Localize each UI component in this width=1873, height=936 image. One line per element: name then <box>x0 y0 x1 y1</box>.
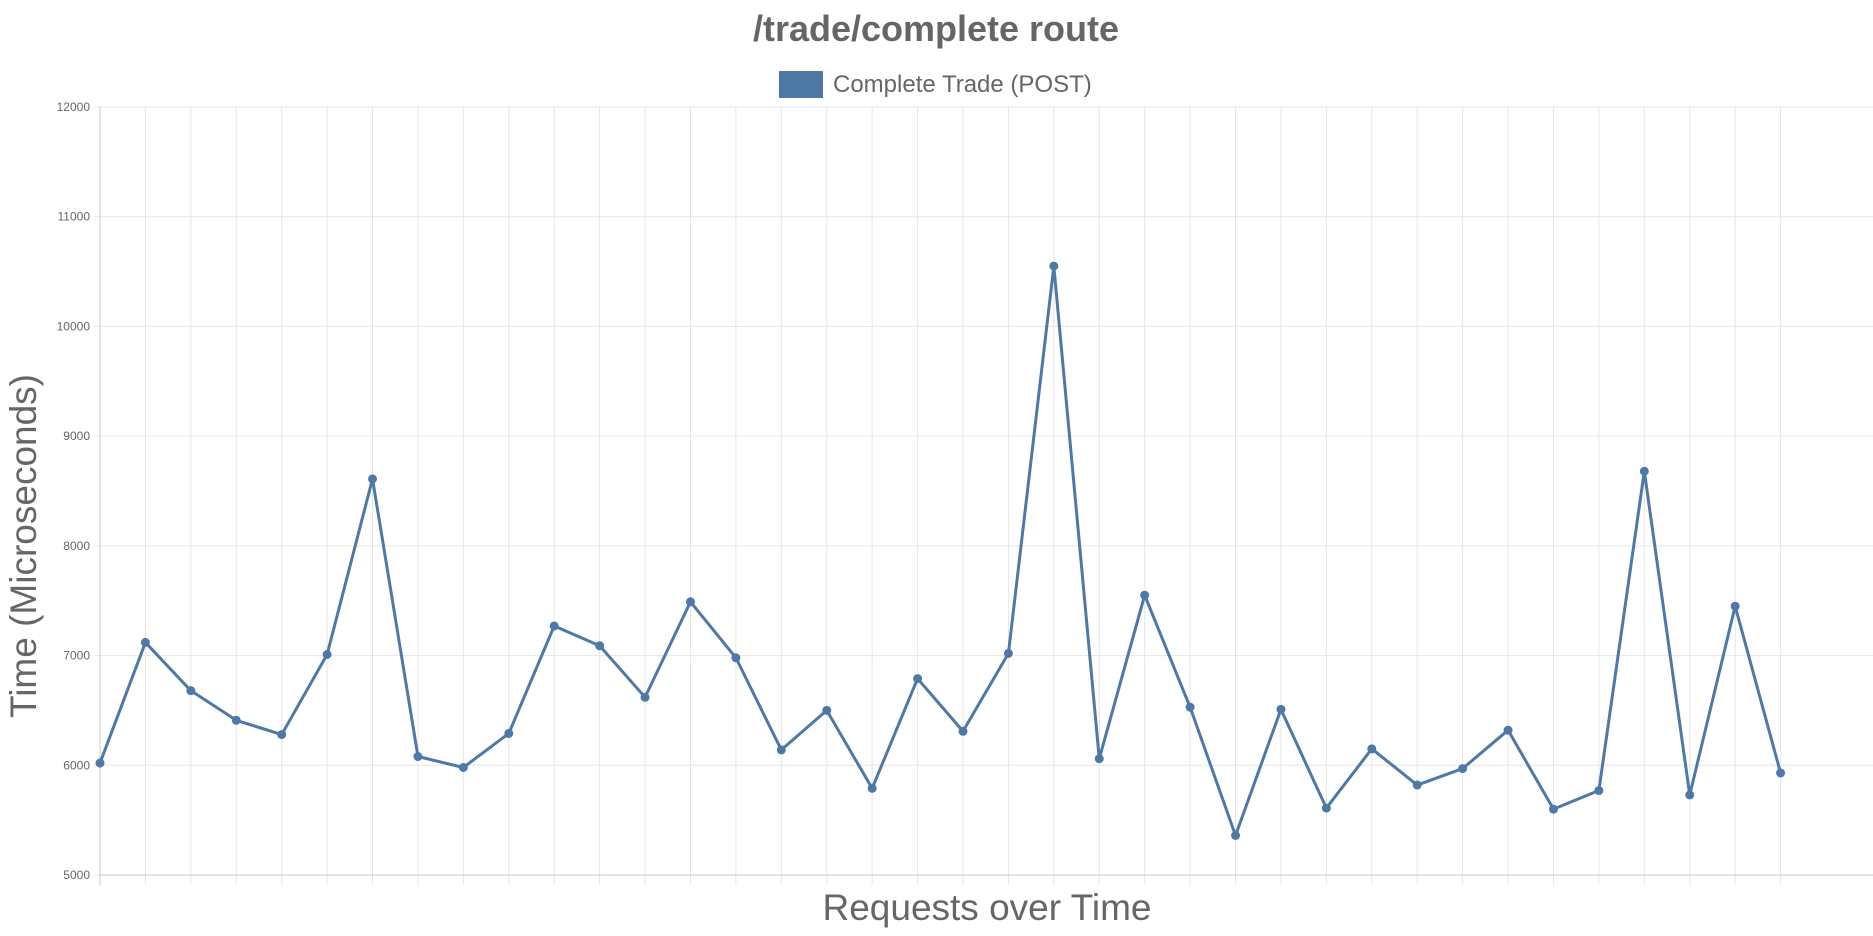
data-point <box>186 686 196 696</box>
data-point <box>413 752 423 762</box>
data-point <box>1276 704 1286 714</box>
y-tick-label: 9000 <box>63 429 90 443</box>
data-point <box>731 653 741 663</box>
data-point <box>504 728 514 738</box>
data-point <box>595 641 605 651</box>
y-tick-label: 10000 <box>57 319 91 333</box>
data-point <box>1503 725 1513 735</box>
y-tick-label: 11000 <box>58 210 91 224</box>
data-point <box>231 715 241 725</box>
y-tick-label: 12000 <box>57 100 91 114</box>
data-point <box>640 692 650 702</box>
data-point <box>1049 261 1059 271</box>
data-point <box>1140 590 1150 600</box>
data-point <box>1185 702 1195 712</box>
y-axis-tick-labels: 5000 6000 7000 8000 9000 10000 11000 12000 <box>57 100 91 882</box>
x-axis-title: Requests over Time <box>822 887 1151 928</box>
data-point <box>549 621 559 631</box>
data-point <box>322 649 332 659</box>
legend[interactable]: Complete Trade (POST) <box>779 71 1092 98</box>
y-tick-label: 5000 <box>63 868 90 882</box>
data-point <box>140 637 150 647</box>
data-point <box>867 783 877 793</box>
data-point <box>458 762 468 772</box>
grid-lines <box>94 106 1873 885</box>
data-point <box>1094 754 1104 764</box>
data-point <box>1003 648 1013 658</box>
series-line-complete-trade <box>98 264 1783 837</box>
data-point <box>1458 764 1468 774</box>
data-point <box>1548 804 1558 814</box>
data-point <box>1231 831 1241 841</box>
data-point <box>1776 768 1786 778</box>
data-point <box>913 674 923 684</box>
y-axis-title: Time (Microseconds) <box>3 374 44 718</box>
data-point <box>1639 466 1649 476</box>
legend-label: Complete Trade (POST) <box>833 71 1092 98</box>
y-tick-label: 8000 <box>63 539 90 553</box>
data-point <box>1685 790 1695 800</box>
data-point <box>368 474 378 484</box>
data-point <box>95 758 105 768</box>
data-point <box>1594 786 1604 796</box>
legend-swatch <box>779 71 823 98</box>
data-point <box>1412 780 1422 790</box>
data-points <box>95 261 1786 841</box>
data-point <box>776 745 786 755</box>
data-point <box>958 726 968 736</box>
data-point <box>277 730 287 740</box>
axes <box>99 107 1873 885</box>
data-point <box>1367 744 1377 754</box>
y-tick-label: 6000 <box>63 758 90 772</box>
data-point <box>1321 803 1331 813</box>
y-tick-label: 7000 <box>63 649 90 663</box>
chart-title: /trade/complete route <box>753 8 1119 49</box>
data-point <box>1730 601 1740 611</box>
data-point <box>822 705 832 715</box>
data-point <box>685 597 695 607</box>
